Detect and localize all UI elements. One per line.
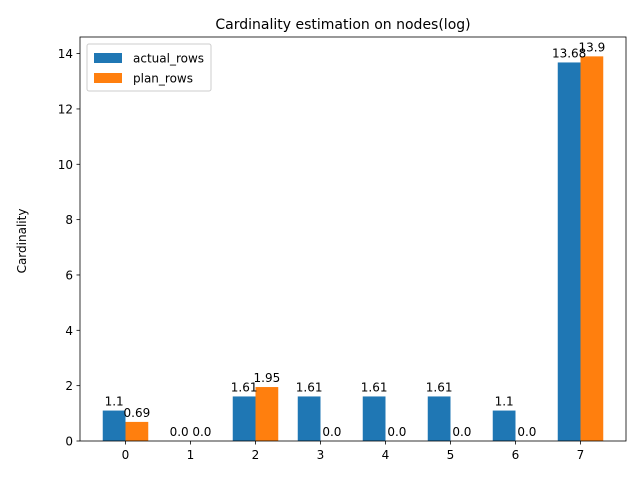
x-tick-label: 0 [122,448,130,462]
bar-value-label: 0.69 [124,406,151,420]
bar-value-label: 1.61 [231,380,258,394]
chart-title: Cardinality estimation on nodes(log) [215,17,470,33]
x-tick-label: 2 [252,448,260,462]
bar-value-label: 1.95 [254,371,281,385]
y-tick-label: 10 [58,158,73,172]
legend-swatch-actual_rows [94,53,122,63]
bar-value-label: 0.0 [192,425,211,439]
bar-value-label: 1.61 [426,380,453,394]
bar-actual_rows-0 [102,410,126,441]
legend-swatch-plan_rows [94,73,122,83]
y-tick-label: 0 [65,435,73,449]
bar-actual_rows-6 [492,410,516,441]
y-tick-label: 4 [65,324,73,338]
legend: actual_rows plan_rows [86,43,212,92]
y-tick-label: 12 [58,102,73,116]
bar-value-label: 1.1 [495,395,514,409]
y-axis-label: Cardinality [15,209,29,274]
bar-value-label: 0.0 [517,425,536,439]
y-tick-label: 14 [58,47,73,61]
bar-plan_rows-7 [580,56,604,441]
legend-label: actual_rows [133,52,204,66]
bar-value-label: 0.0 [322,425,341,439]
y-tick-label: 2 [65,379,73,393]
bar-value-label: 13.9 [579,40,606,54]
x-tick-label: 3 [317,448,325,462]
x-tick-label: 6 [512,448,520,462]
bar-actual_rows-4 [362,396,386,441]
bar-value-label: 0.0 [387,425,406,439]
y-tick-label: 8 [65,213,73,227]
legend-label: plan_rows [133,72,193,86]
x-tick-label: 1 [187,448,195,462]
bar-plan_rows-0 [125,421,149,441]
bar-value-label: 1.61 [296,380,323,394]
y-tick-label: 6 [65,268,73,282]
bar-labels-group: 1.1 0.0 1.61 1.61 1.61 1.61 1.1 13.68 0.69 0.0 1.9… [105,40,606,439]
x-tick-label: 5 [447,448,455,462]
bar-value-label: 0.0 [170,425,189,439]
x-tick-label: 7 [577,448,585,462]
bar-actual_rows-5 [427,396,451,441]
bar-value-label: 13.68 [552,46,586,60]
bar-actual_rows-7 [557,62,581,442]
bar-value-label: 1.61 [361,380,388,394]
x-tick-label: 4 [382,448,390,462]
bars-group [102,56,604,442]
bar-value-label: 1.1 [105,395,124,409]
bar-plan_rows-2 [255,387,279,441]
plot-frame [79,36,627,442]
bar-value-label: 0.0 [452,425,471,439]
bar-actual_rows-3 [297,396,321,441]
bar-actual_rows-2 [232,396,256,441]
